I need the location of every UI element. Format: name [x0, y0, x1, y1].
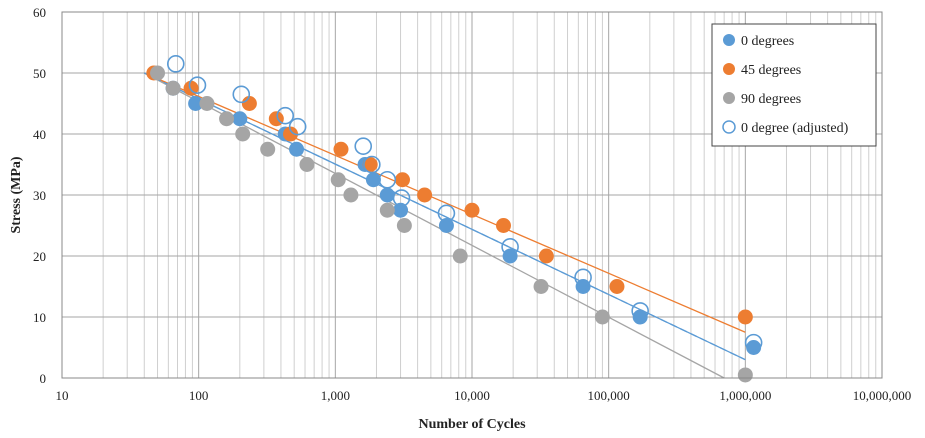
- x-tick-label: 1,000,000: [719, 388, 771, 403]
- data-point: [437, 204, 456, 223]
- y-tick-label: 40: [33, 127, 46, 142]
- data-point: [365, 172, 381, 188]
- data-point: [288, 117, 307, 136]
- data-point: [232, 85, 251, 104]
- x-tick-label: 100,000: [588, 388, 630, 403]
- x-tick-label: 100: [189, 388, 209, 403]
- data-point: [394, 172, 410, 188]
- data-points: [146, 55, 763, 383]
- data-point: [330, 172, 346, 188]
- data-point: [737, 309, 753, 325]
- data-point: [538, 248, 554, 264]
- data-point: [268, 111, 284, 127]
- y-tick-labels: 0 10 20 30 40 50 60: [33, 5, 46, 386]
- data-point: [631, 302, 649, 320]
- legend-label: 90 degrees: [741, 92, 801, 107]
- data-point: [609, 279, 625, 294]
- data-point: [354, 137, 373, 155]
- data-point: [276, 106, 295, 125]
- data-point: [165, 80, 181, 96]
- data-point: [379, 202, 395, 218]
- y-tick-label: 60: [33, 5, 46, 20]
- y-tick-label: 10: [33, 310, 46, 325]
- data-point: [188, 96, 204, 111]
- legend-label: 45 degrees: [741, 63, 801, 78]
- data-point: [235, 126, 251, 142]
- data-point: [594, 309, 610, 325]
- data-point: [150, 65, 166, 81]
- legend-marker: [723, 34, 735, 46]
- data-point: [188, 76, 207, 94]
- data-point: [744, 333, 763, 352]
- data-point: [502, 248, 518, 264]
- x-tick-labels: 10 100 1,000 10,000 100,000 1,000,000 10,000,0…: [56, 388, 912, 403]
- data-point: [575, 279, 591, 294]
- plot-border: [61, 11, 883, 379]
- data-point: [464, 202, 480, 218]
- data-point: [438, 218, 454, 233]
- legend: 0 degrees 45 degrees 90 degrees 0 degree (a…: [711, 23, 877, 147]
- data-point: [632, 309, 648, 325]
- data-point: [260, 141, 276, 157]
- legend-box: [711, 23, 877, 147]
- data-point: [333, 141, 349, 157]
- data-point: [501, 238, 519, 256]
- data-point: [533, 279, 549, 294]
- legend-label: 0 degree (adjusted): [741, 121, 849, 136]
- data-point: [379, 187, 395, 203]
- data-point: [232, 111, 248, 127]
- data-point: [746, 340, 762, 355]
- data-point: [392, 189, 411, 207]
- data-point: [417, 187, 433, 203]
- data-point: [199, 96, 215, 111]
- y-tick-label: 50: [33, 66, 46, 81]
- x-axis-title: Number of Cycles: [418, 417, 526, 432]
- legend-marker: [723, 92, 735, 104]
- data-point: [219, 111, 235, 127]
- data-point: [495, 218, 511, 233]
- data-point: [378, 170, 397, 189]
- legend-marker: [723, 63, 735, 75]
- data-point: [289, 141, 305, 157]
- data-point: [343, 187, 359, 203]
- y-tick-label: 20: [33, 249, 46, 264]
- y-tick-label: 0: [40, 371, 47, 386]
- data-point: [299, 157, 315, 172]
- legend-marker: [722, 120, 736, 134]
- data-point: [363, 155, 381, 174]
- data-point: [396, 218, 412, 233]
- data-point: [574, 268, 592, 287]
- y-axis-title: Stress (MPa): [9, 156, 24, 233]
- y-tick-label: 30: [33, 188, 46, 203]
- data-point: [452, 248, 468, 264]
- x-tick-label: 10,000,000: [853, 388, 912, 403]
- x-tick-label: 1,000: [321, 388, 350, 403]
- x-tick-label: 10,000: [454, 388, 490, 403]
- data-point: [737, 367, 753, 383]
- data-point: [283, 126, 299, 142]
- data-point: [362, 157, 378, 172]
- data-point: [241, 96, 257, 111]
- legend-label: 0 degrees: [741, 34, 794, 49]
- x-tick-label: 10: [56, 388, 69, 403]
- data-point: [166, 55, 185, 73]
- data-point: [393, 202, 409, 218]
